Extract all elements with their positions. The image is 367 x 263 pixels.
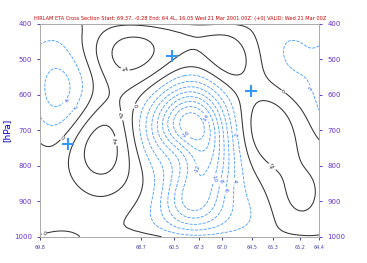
Text: -10: -10 [211, 174, 218, 183]
Text: -4: -4 [232, 179, 237, 184]
Text: -6: -6 [223, 188, 228, 193]
Text: +4: +4 [121, 67, 129, 73]
Text: 0: 0 [281, 89, 286, 94]
Text: -4: -4 [62, 97, 69, 104]
Text: -2: -2 [308, 85, 315, 92]
Text: -2: -2 [72, 104, 78, 111]
Text: -16: -16 [181, 130, 191, 139]
Text: 0: 0 [131, 104, 137, 108]
Text: -12: -12 [194, 164, 201, 173]
Text: +4: +4 [113, 137, 119, 145]
Text: +2: +2 [268, 162, 277, 171]
Text: +2: +2 [119, 112, 125, 120]
Text: -14: -14 [202, 113, 211, 122]
Text: -8: -8 [218, 178, 224, 184]
Text: -2: -2 [235, 132, 240, 138]
Text: 0: 0 [59, 135, 65, 141]
Text: 0: 0 [42, 231, 46, 236]
Y-axis label: [hPa]: [hPa] [2, 119, 11, 142]
Title: HIRLAM ETA Cross Section Start: 69.37, -0.28 End: 64.4L, 16.05 Wed 21 Mar 2001 0: HIRLAM ETA Cross Section Start: 69.37, -… [34, 16, 326, 21]
